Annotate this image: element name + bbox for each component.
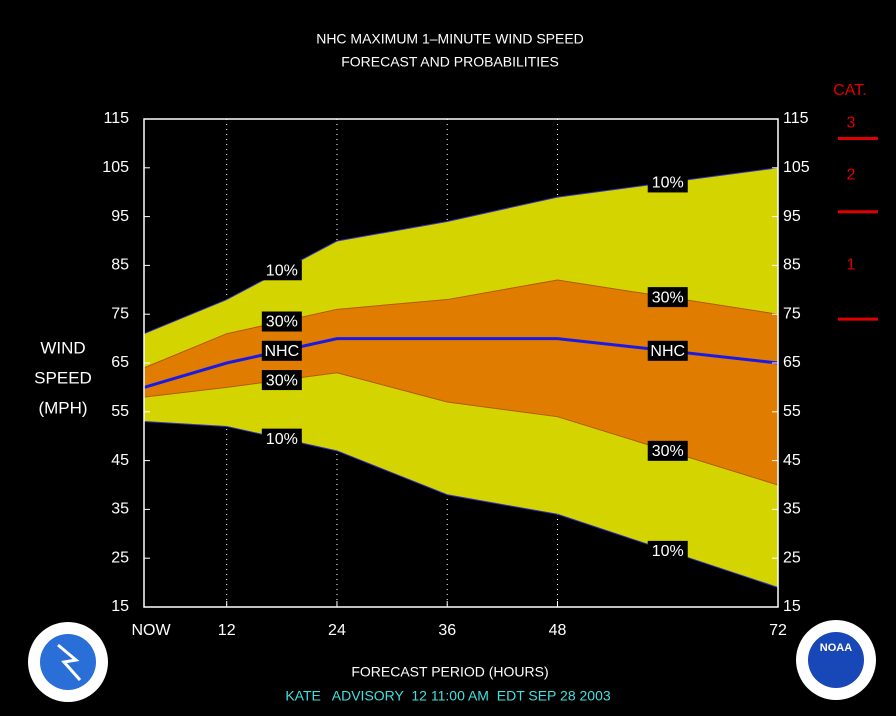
y-axis-label: SPEED [34,368,92,387]
series-label: 10% [652,543,684,560]
y2-tick-label: 25 [783,549,801,566]
y2-tick-label: 65 [783,354,801,371]
category-label: 1 [847,257,856,274]
series-label: 10% [652,175,684,192]
series-label: NHC [264,343,299,360]
y-tick-label: 85 [111,257,129,274]
noaa-logo: NOAA [796,620,876,700]
x-tick-label: 12 [218,622,236,639]
y2-tick-label: 15 [783,598,801,615]
y2-tick-label: 35 [783,501,801,518]
y-tick-label: 45 [111,452,129,469]
series-label: 10% [266,262,298,279]
x-tick-label: NOW [131,622,171,639]
label-box [261,260,302,281]
x-tick-label: 72 [769,622,787,639]
logo-bolt [57,643,82,681]
y-tick-label: 95 [111,208,129,225]
label-box [647,340,688,361]
label-box [647,287,688,308]
series-line [143,337,779,389]
y2-tick-label: 55 [783,403,801,420]
y2-tick-label: 105 [783,159,810,176]
y-axis-label: (MPH) [38,398,87,417]
chart-title: NHC MAXIMUM 1–MINUTE WIND SPEED [316,31,584,47]
y-tick-label: 25 [111,549,129,566]
series-label: 30% [266,372,298,389]
y-tick-label: 65 [111,354,129,371]
label-box [261,428,302,449]
label-box [261,340,302,361]
series-label: 30% [652,289,684,306]
logo-center [808,632,864,688]
category-label: 2 [847,166,856,183]
y2-tick-label: 95 [783,208,801,225]
label-box [647,540,688,561]
series-line [143,279,779,369]
series-line [143,167,779,335]
logo-text: NOAA [820,642,852,654]
x-tick-label: 48 [549,622,567,639]
label-box [261,311,302,332]
probability-band [144,280,778,485]
y2-tick-label: 75 [783,305,801,322]
series-label: 10% [266,431,298,448]
x-axis-label: FORECAST PERIOD (HOURS) [351,664,548,680]
series-line [143,372,779,486]
chart-subtitle: FORECAST AND PROBABILITIES [341,54,559,70]
series-label: 30% [266,314,298,331]
y-tick-label: 15 [111,598,129,615]
y-axis-label: WIND [40,338,85,357]
x-tick-label: 36 [438,622,456,639]
footer: KATE ADVISORY 12 11:00 AM EDT SEP 28 200… [285,688,611,704]
category-label: 3 [847,115,856,132]
category-title: CAT. [833,82,866,99]
y2-tick-label: 45 [783,452,801,469]
nws-logo [28,622,108,702]
label-box [647,440,688,461]
series-label: 30% [652,443,684,460]
y-tick-label: 115 [103,110,129,127]
x-tick-label: 24 [328,622,346,639]
series-line [143,421,779,588]
y-tick-label: 55 [111,403,129,420]
y-tick-label: 105 [102,159,129,176]
label-box [647,172,688,193]
y-tick-label: 75 [111,305,129,322]
y2-tick-label: 115 [783,110,809,127]
label-box [261,370,302,391]
series-label: NHC [650,343,685,360]
y2-tick-label: 85 [783,257,801,274]
y-tick-label: 35 [111,501,129,518]
